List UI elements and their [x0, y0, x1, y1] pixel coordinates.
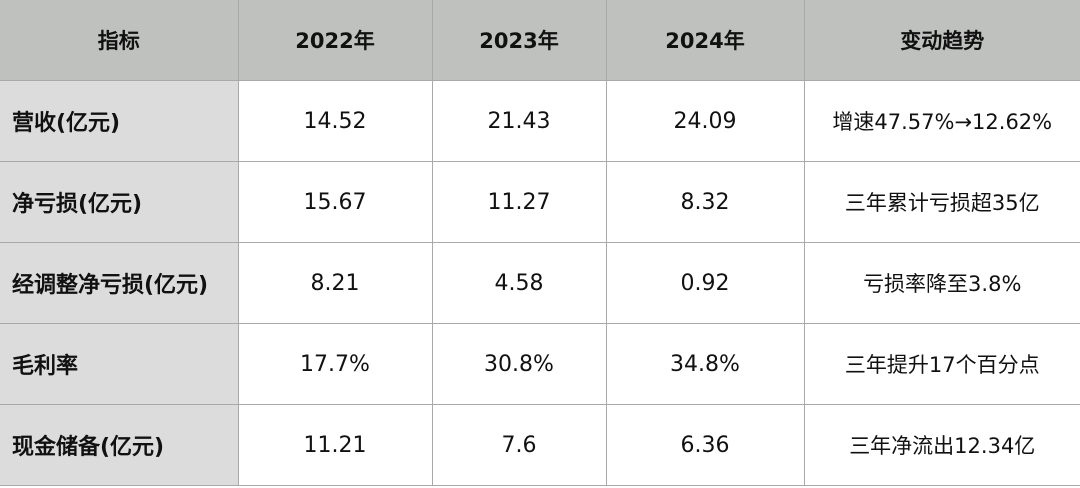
row-label: 现金储备(亿元)	[0, 404, 239, 486]
cell-2024: 24.09	[605, 80, 805, 162]
cell-2022: 8.21	[237, 242, 433, 324]
cell-2022: 11.21	[237, 404, 433, 486]
cell-trend: 三年提升17个百分点	[803, 323, 1080, 405]
cell-2024: 34.8%	[605, 323, 805, 405]
row-label: 营收(亿元)	[0, 80, 239, 162]
cell-2024: 8.32	[605, 161, 805, 243]
cell-2022: 17.7%	[237, 323, 433, 405]
table-header: 指标 2022年 2023年 2024年 变动趋势	[0, 0, 1080, 81]
table-row-gross-margin: 毛利率 17.7% 30.8% 34.8% 三年提升17个百分点	[0, 323, 1080, 405]
cell-2023: 30.8%	[431, 323, 607, 405]
cell-2023: 21.43	[431, 80, 607, 162]
cell-trend: 三年净流出12.34亿	[803, 404, 1080, 486]
header-year-2024: 2024年	[605, 0, 805, 81]
cell-2023: 7.6	[431, 404, 607, 486]
cell-2024: 0.92	[605, 242, 805, 324]
header-metric: 指标	[0, 0, 239, 81]
cell-2023: 4.58	[431, 242, 607, 324]
cell-trend: 三年累计亏损超35亿	[803, 161, 1080, 243]
table-row-cash-reserve: 现金储备(亿元) 11.21 7.6 6.36 三年净流出12.34亿	[0, 404, 1080, 486]
cell-2022: 14.52	[237, 80, 433, 162]
cell-2022: 15.67	[237, 161, 433, 243]
table-row-revenue: 营收(亿元) 14.52 21.43 24.09 增速47.57%→12.62%	[0, 80, 1080, 162]
cell-2024: 6.36	[605, 404, 805, 486]
header-year-2023: 2023年	[431, 0, 607, 81]
header-row: 指标 2022年 2023年 2024年 变动趋势	[0, 0, 1080, 81]
table-row-net-loss: 净亏损(亿元) 15.67 11.27 8.32 三年累计亏损超35亿	[0, 161, 1080, 243]
table-body: 营收(亿元) 14.52 21.43 24.09 增速47.57%→12.62%…	[0, 80, 1080, 486]
row-label: 经调整净亏损(亿元)	[0, 242, 239, 324]
cell-2023: 11.27	[431, 161, 607, 243]
row-label: 净亏损(亿元)	[0, 161, 239, 243]
cell-trend: 增速47.57%→12.62%	[803, 80, 1080, 162]
row-label: 毛利率	[0, 323, 239, 405]
header-trend: 变动趋势	[803, 0, 1080, 81]
header-year-2022: 2022年	[237, 0, 433, 81]
cell-trend: 亏损率降至3.8%	[803, 242, 1080, 324]
table-row-adjusted-net-loss: 经调整净亏损(亿元) 8.21 4.58 0.92 亏损率降至3.8%	[0, 242, 1080, 324]
